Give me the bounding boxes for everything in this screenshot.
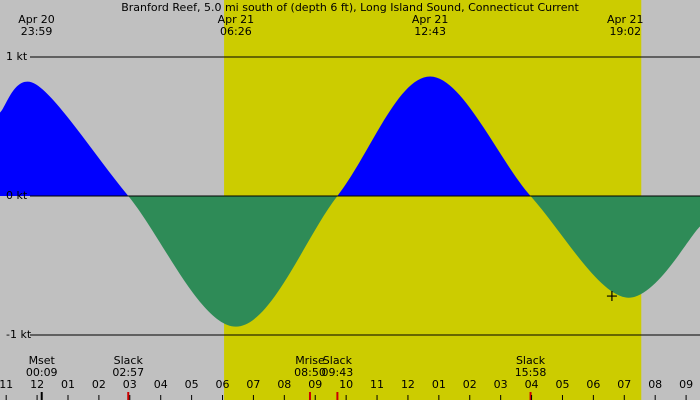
event-time: 15:58 [515, 366, 547, 379]
x-tick-label: 07 [246, 378, 260, 391]
x-tick-label: 08 [277, 378, 291, 391]
x-tick-label: 11 [370, 378, 384, 391]
x-tick-label: 12 [30, 378, 44, 391]
y-tick-label: -1 kt [6, 328, 32, 341]
peak-time: 12:43 [414, 25, 446, 38]
x-tick-label: 09 [308, 378, 322, 391]
peak-time: 19:02 [609, 25, 641, 38]
peak-date: Apr 21 [218, 13, 255, 26]
event-time: 02:57 [112, 366, 144, 379]
x-tick-label: 04 [154, 378, 168, 391]
x-tick-label: 01 [61, 378, 75, 391]
y-tick-label: 1 kt [6, 50, 28, 63]
event-label: Slack [323, 354, 353, 367]
chart-title: Branford Reef, 5.0 mi south of (depth 6 … [121, 1, 579, 14]
ebb-area [128, 195, 700, 327]
x-tick-label: 03 [494, 378, 508, 391]
event-time: 08:50 [294, 366, 326, 379]
x-tick-label: 12 [401, 378, 415, 391]
x-tick-label: 08 [648, 378, 662, 391]
event-label: Slack [516, 354, 546, 367]
x-tick-label: 03 [123, 378, 137, 391]
current-marker [606, 291, 617, 302]
peak-date: Apr 21 [607, 13, 644, 26]
x-tick-label: 10 [339, 378, 353, 391]
event-time: 00:09 [26, 366, 58, 379]
peak-date: Apr 20 [18, 13, 55, 26]
x-tick-label: 05 [185, 378, 199, 391]
x-tick-label: 05 [555, 378, 569, 391]
x-tick-label: 02 [92, 378, 106, 391]
x-tick-label: 06 [216, 378, 230, 391]
event-time: 09:43 [322, 366, 354, 379]
y-tick-label: 0 kt [6, 189, 28, 202]
peak-time: 06:26 [220, 25, 252, 38]
event-label: Slack [114, 354, 144, 367]
peak-time: 23:59 [21, 25, 53, 38]
x-tick-label: 11 [0, 378, 13, 391]
x-tick-label: 01 [432, 378, 446, 391]
x-tick-label: 07 [617, 378, 631, 391]
x-tick-label: 09 [679, 378, 693, 391]
x-tick-label: 02 [463, 378, 477, 391]
flood-area [0, 76, 700, 196]
x-tick-label: 06 [586, 378, 600, 391]
peak-date: Apr 21 [412, 13, 449, 26]
x-tick-label: 04 [525, 378, 539, 391]
event-label: Mset [29, 354, 56, 367]
event-label: Mrise [295, 354, 325, 367]
